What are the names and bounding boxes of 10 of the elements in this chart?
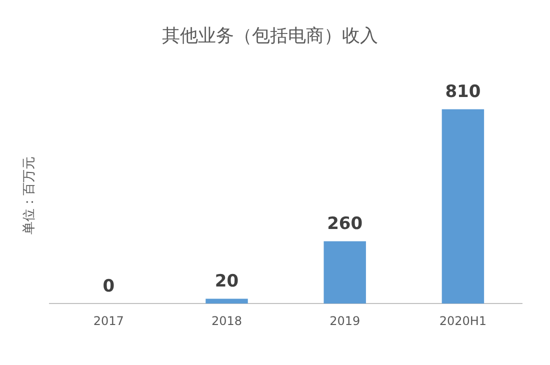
data-label: 260 — [327, 214, 363, 234]
y-axis-title: 单位：百万元 — [22, 156, 38, 235]
x-tick-label: 2020H1 — [439, 314, 487, 328]
data-label: 20 — [214, 272, 239, 292]
data-label: 0 — [102, 276, 115, 297]
data-label: 810 — [445, 82, 481, 102]
x-tick-label: 2017 — [93, 314, 124, 328]
x-tick-label: 2018 — [211, 314, 242, 328]
x-tick-label: 2019 — [330, 314, 360, 328]
chart-title: 其他业务（包括电商）收入 — [162, 25, 378, 46]
